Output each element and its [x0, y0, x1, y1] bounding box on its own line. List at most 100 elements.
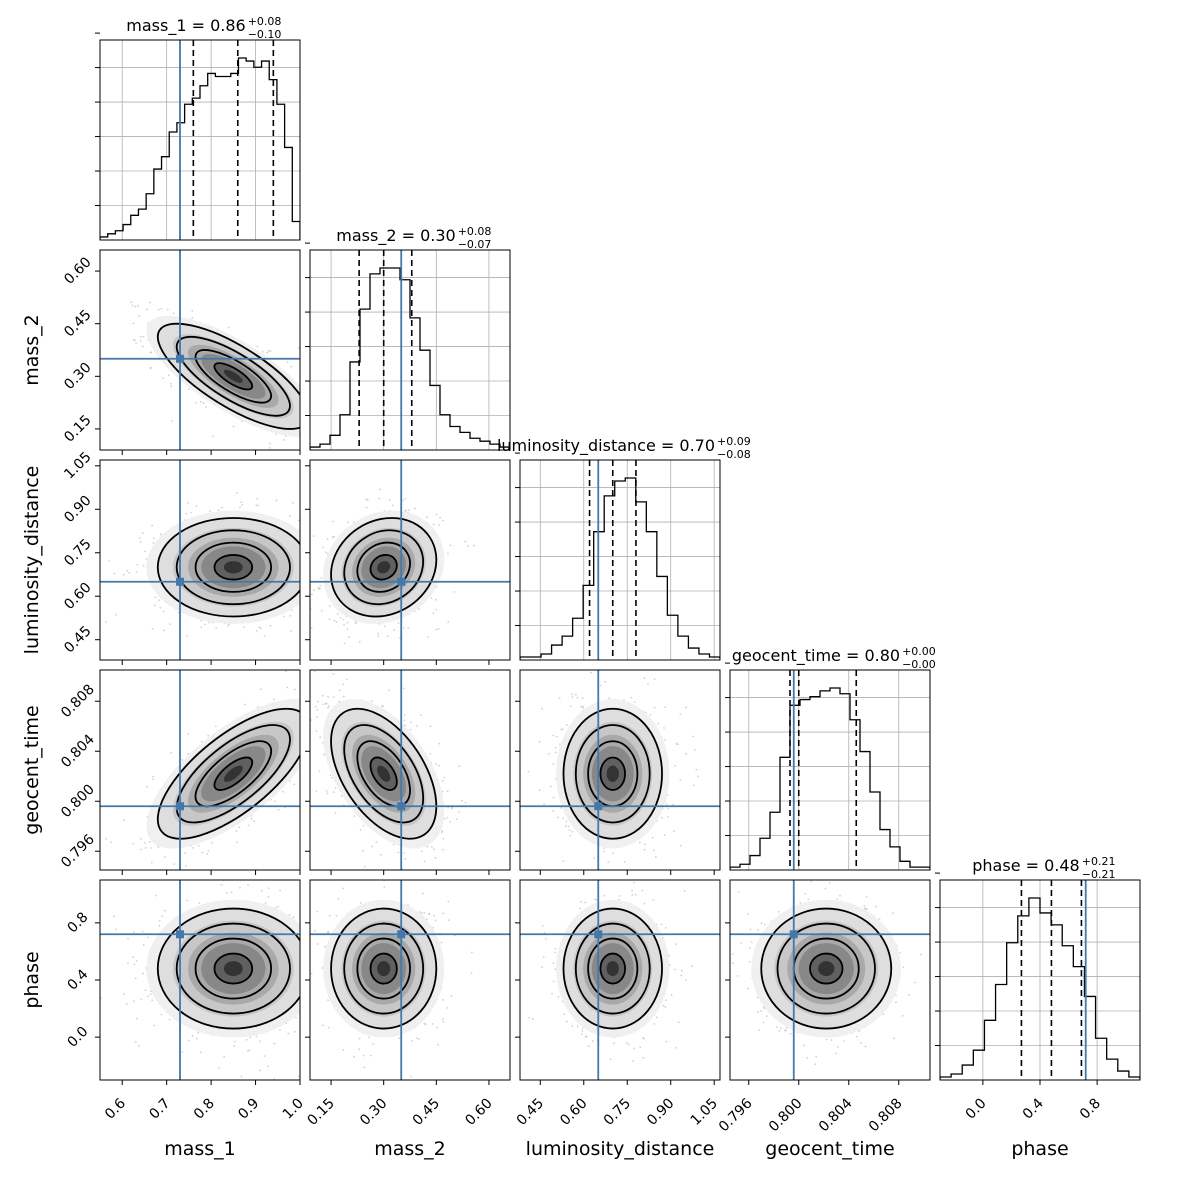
sample-point — [302, 415, 304, 417]
sample-point — [320, 572, 322, 574]
panel-frame — [309, 249, 511, 451]
sample-point — [289, 614, 292, 617]
sample-point — [139, 339, 142, 342]
hist-clip-group — [730, 670, 930, 870]
sample-point — [323, 710, 325, 712]
sample-point — [166, 308, 169, 311]
sample-point — [135, 570, 138, 573]
sample-point — [302, 416, 304, 418]
sample-point — [306, 965, 308, 967]
sample-point — [169, 623, 171, 626]
sample-point — [318, 384, 320, 386]
sample-point — [319, 584, 322, 587]
sample-point — [258, 626, 261, 628]
sample-point — [343, 623, 346, 626]
sample-point — [236, 491, 238, 494]
contour-line — [213, 952, 254, 985]
sample-point — [206, 853, 209, 855]
sample-point — [185, 512, 188, 515]
sample-point — [301, 394, 303, 396]
sample-point — [239, 506, 241, 509]
sample-point — [304, 400, 306, 402]
sample-point — [402, 499, 404, 502]
title-main: geocent_time = 0.80 — [732, 646, 900, 666]
sample-point — [205, 406, 207, 408]
sample-point — [346, 676, 348, 678]
title-plus: +0.09 — [717, 435, 751, 448]
panel-title-mass_1: mass_1 = 0.86 +0.08−0.10 — [126, 15, 281, 41]
sample-point — [322, 546, 324, 549]
sample-point — [140, 998, 143, 1001]
contour-line — [156, 517, 300, 618]
sample-point — [256, 706, 259, 708]
sample-point — [133, 963, 136, 966]
sample-point — [132, 842, 135, 845]
sample-point — [383, 625, 386, 628]
sample-point — [318, 588, 321, 590]
sample-point — [336, 1033, 338, 1035]
sample-point — [302, 569, 304, 571]
sample-point — [200, 619, 203, 622]
sample-point — [365, 506, 368, 509]
sample-point — [310, 527, 312, 529]
sample-point — [148, 841, 151, 843]
sample-point — [312, 696, 314, 698]
sample-point — [212, 435, 215, 438]
sample-point — [233, 1045, 236, 1047]
sample-point — [181, 758, 184, 761]
sample-point — [149, 993, 152, 996]
sample-point — [259, 688, 262, 691]
density-shade — [223, 561, 243, 574]
sample-point — [214, 725, 217, 728]
sample-point — [347, 521, 349, 524]
sample-point — [314, 579, 316, 581]
sample-point — [195, 1037, 198, 1040]
sample-point — [137, 1045, 140, 1048]
sample-point — [426, 635, 429, 638]
sample-point — [377, 635, 380, 637]
sample-point — [114, 614, 117, 616]
sample-point — [141, 532, 144, 534]
sample-point — [159, 606, 162, 609]
sample-point — [315, 418, 317, 420]
sample-point — [443, 776, 446, 779]
title-minus: −0.07 — [458, 238, 492, 251]
sample-point — [303, 711, 305, 713]
sample-point — [306, 430, 308, 432]
sample-point — [303, 771, 305, 773]
sample-point — [125, 1003, 128, 1006]
sample-point — [151, 778, 154, 781]
sample-point — [146, 995, 149, 998]
sample-point — [378, 497, 381, 500]
sample-point — [466, 545, 469, 548]
sample-point — [434, 598, 437, 601]
sample-point — [153, 1024, 156, 1027]
sample-point — [195, 401, 198, 404]
sample-point — [235, 830, 238, 833]
sample-point — [435, 608, 438, 611]
sample-point — [306, 566, 308, 568]
sample-point — [269, 350, 272, 352]
pair-panel-mass_1-geocent_time — [95, 669, 348, 875]
title-minus: −0.21 — [1082, 868, 1116, 881]
sample-point — [311, 571, 313, 573]
sample-point — [441, 779, 444, 782]
sample-point — [218, 1066, 220, 1069]
sample-point — [142, 335, 145, 338]
sample-point — [186, 634, 188, 637]
sample-point — [187, 732, 190, 735]
title-plus: +0.08 — [248, 15, 282, 28]
sample-point — [255, 629, 258, 632]
sample-point — [297, 1075, 300, 1078]
sample-point — [154, 894, 157, 897]
title-main: luminosity_distance = 0.70 — [497, 436, 715, 456]
sample-point — [294, 1030, 296, 1033]
sample-point — [346, 621, 349, 624]
contour-line — [213, 756, 254, 791]
sample-point — [273, 1042, 276, 1045]
sample-point — [256, 345, 259, 348]
sample-point — [135, 960, 138, 962]
sample-point — [197, 844, 200, 847]
sample-point — [450, 807, 453, 810]
sample-point — [273, 698, 275, 701]
